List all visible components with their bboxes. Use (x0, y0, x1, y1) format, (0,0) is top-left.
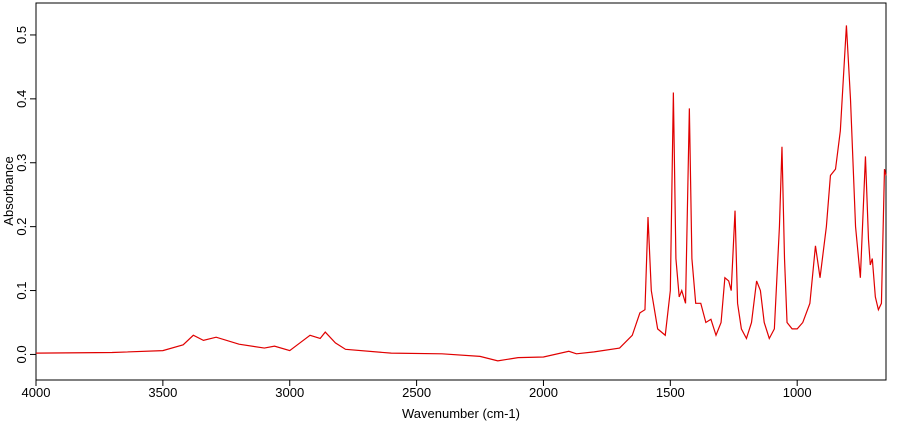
x-tick-label: 3000 (275, 385, 304, 400)
y-tick-label: 0.5 (14, 26, 29, 44)
y-tick-label: 0.1 (14, 282, 29, 300)
y-tick-label: 0.2 (14, 218, 29, 236)
y-tick-label: 0.4 (14, 90, 29, 108)
x-axis-label: Wavenumber (cm-1) (402, 406, 520, 421)
x-tick-label: 2000 (529, 385, 558, 400)
x-tick-label: 1000 (783, 385, 812, 400)
plot-frame (35, 2, 887, 381)
spectrum-line (35, 25, 887, 362)
y-tick-label: 0.0 (14, 345, 29, 363)
x-tick-label: 2500 (402, 385, 431, 400)
x-tick-label: 4000 (22, 385, 51, 400)
y-tick-label: 0.3 (14, 154, 29, 172)
y-axis-label: Absorbance (1, 156, 16, 225)
x-tick-label: 1500 (656, 385, 685, 400)
x-tick-label: 3500 (148, 385, 177, 400)
